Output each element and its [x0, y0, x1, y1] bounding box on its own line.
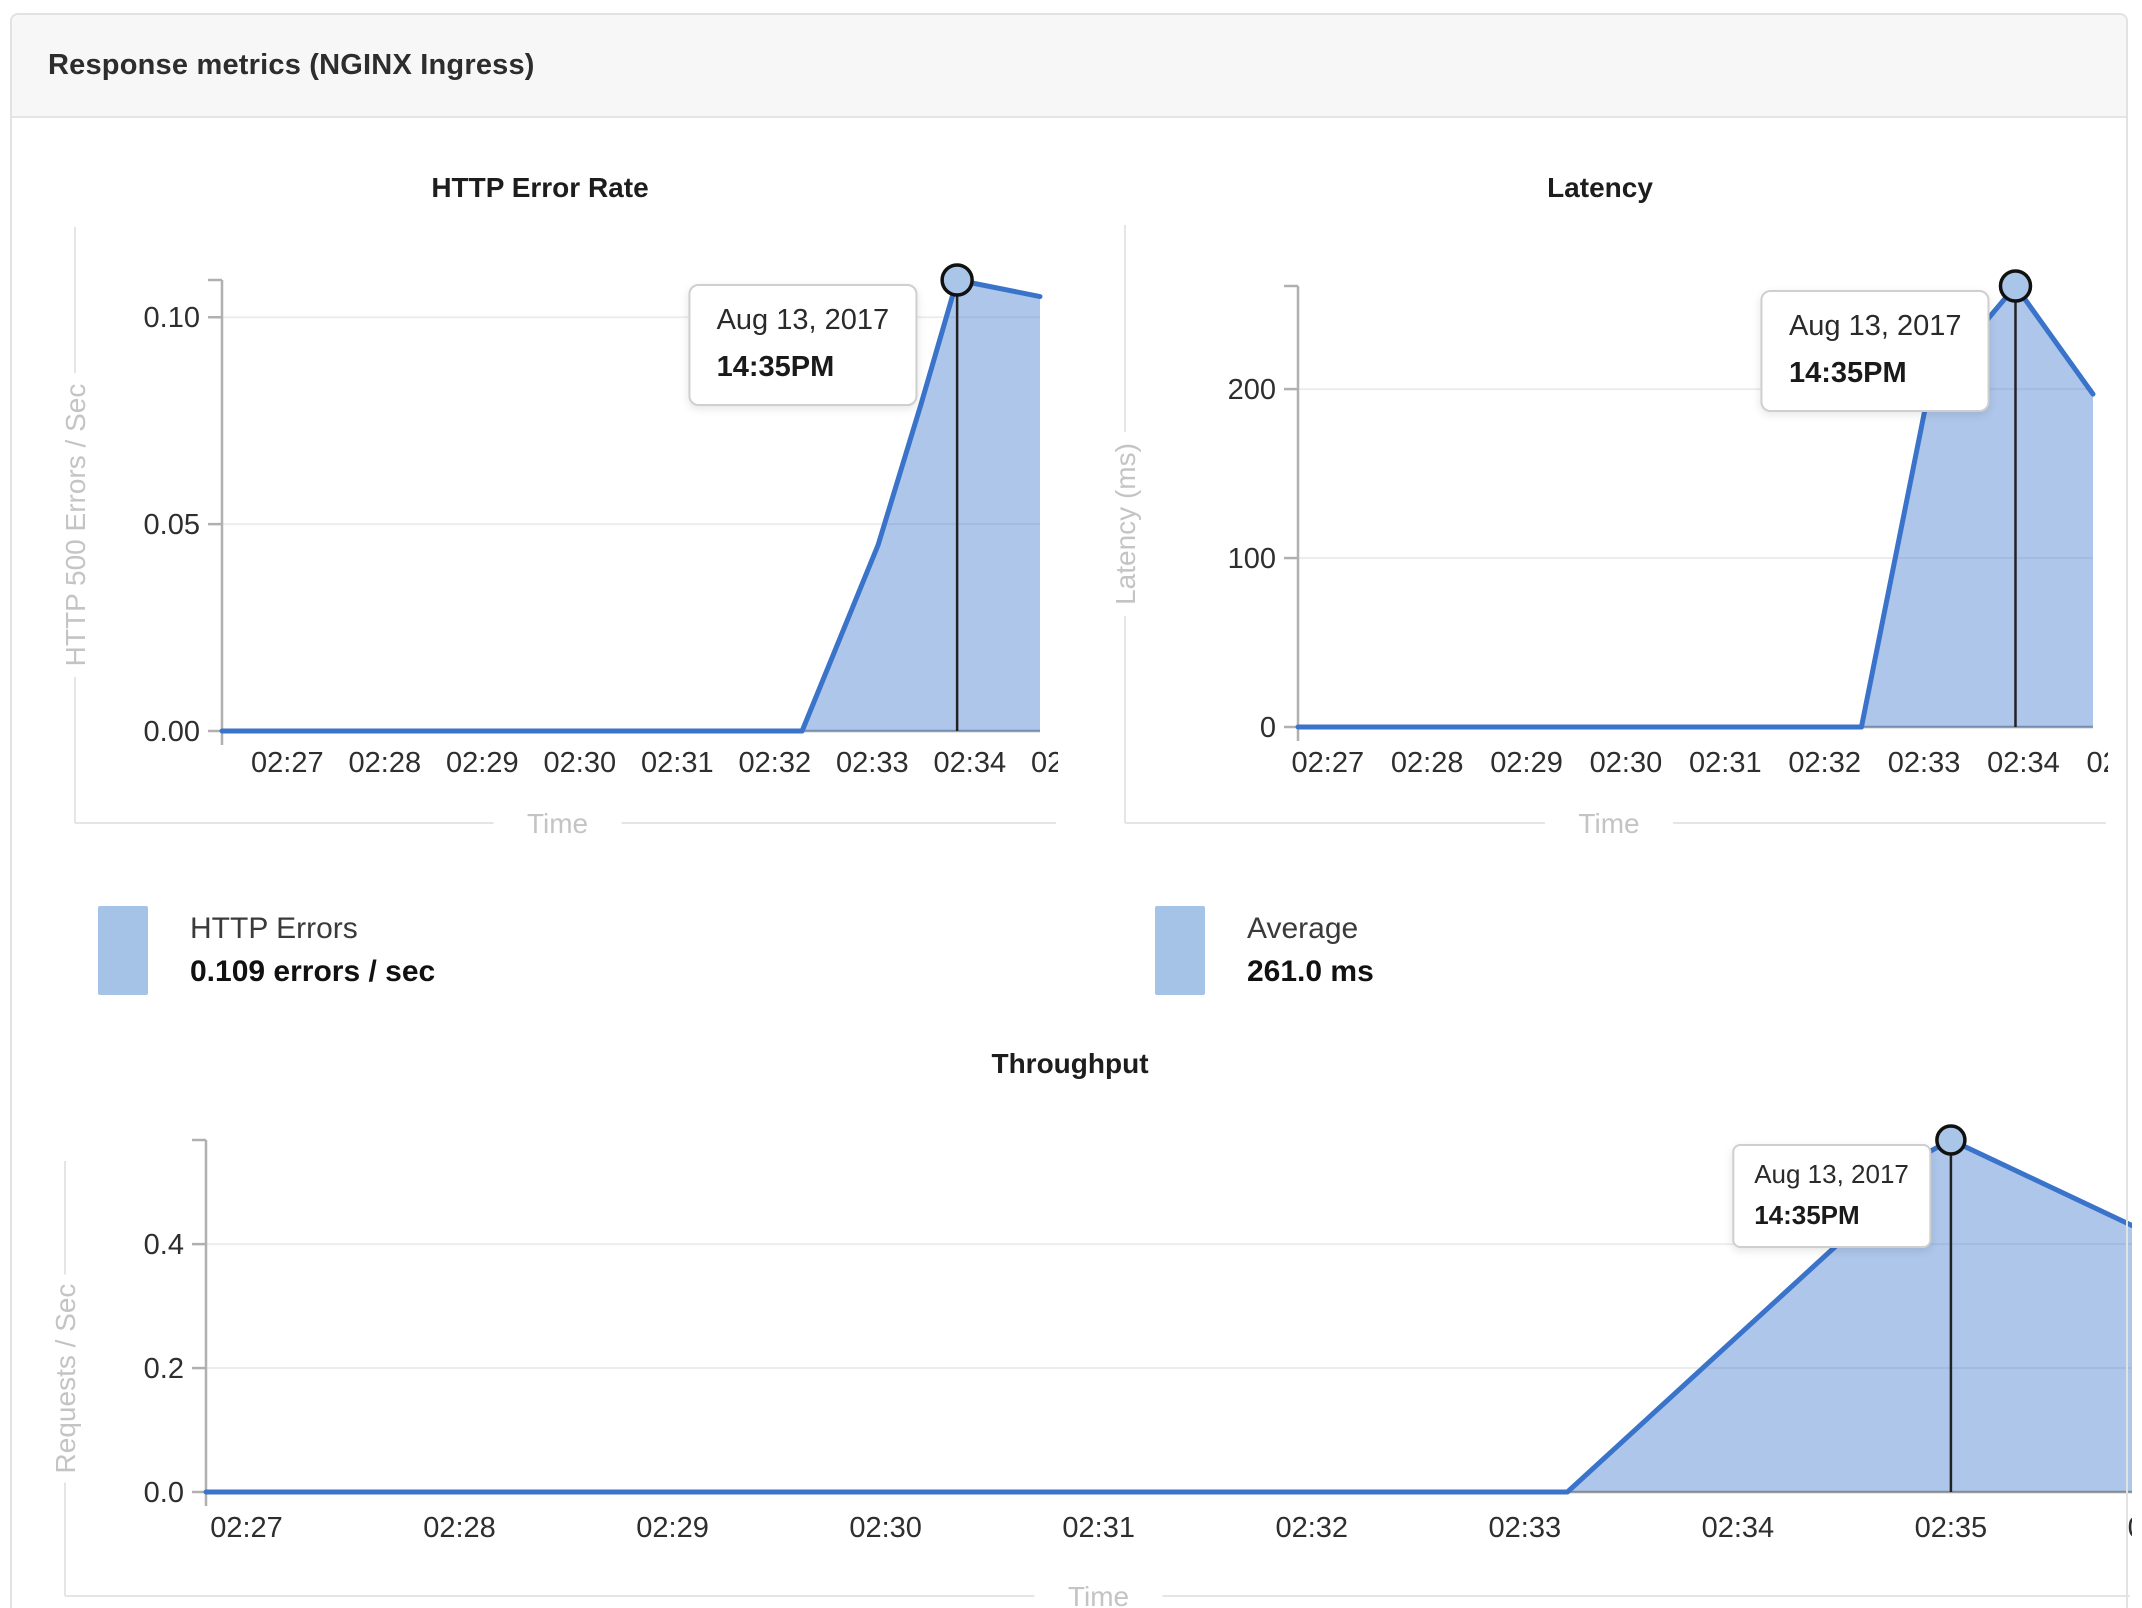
x-tick-label: 02:28	[349, 747, 422, 779]
latency-title: Latency	[1547, 172, 1653, 203]
x-tick-label: 02:27	[1292, 747, 1365, 779]
http-error-rate-title: HTTP Error Rate	[431, 172, 649, 203]
x-tick-label: 02:29	[1490, 747, 1563, 779]
x-tick-label: 02:28	[1391, 747, 1464, 779]
hover-marker	[1998, 269, 2033, 303]
y-tick-label: 0	[1260, 712, 1276, 744]
series-area	[222, 280, 1040, 731]
x-tick-label: 02:28	[423, 1512, 496, 1544]
x-tick-label: 02:35	[1031, 747, 1058, 779]
tooltip-throughput: Aug 13, 2017 14:35PM	[1732, 1144, 1931, 1248]
x-tick-label: 02:30	[849, 1512, 922, 1544]
latency-chart[interactable]: Latency (ms) Time 0 100 200 02:27 02:28 02:29 02…	[1110, 150, 2108, 860]
legend-swatch	[98, 906, 148, 995]
y-tick-label: 100	[1228, 543, 1276, 575]
x-tick-label: 02:35	[1915, 1512, 1988, 1544]
x-tick-label: 02:34	[1702, 1512, 1775, 1544]
y-tick-label: 0.10	[144, 302, 200, 334]
x-tick-label: 02:29	[636, 1512, 709, 1544]
y-axis-label: HTTP 500 Errors / Sec	[60, 384, 91, 667]
x-tick-label: 02:35	[2087, 747, 2108, 779]
tooltip-date: Aug 13, 2017	[1754, 1159, 1909, 1189]
x-tick-label: 02:34	[1987, 747, 2060, 779]
y-tick-label: 200	[1228, 374, 1276, 406]
y-tick-label: 0.0	[144, 1477, 184, 1509]
legend-value: 0.109 errors / sec	[190, 955, 436, 988]
y-tick-label: 0.00	[144, 716, 200, 748]
x-tick-label: 02:27	[251, 747, 324, 779]
x-tick-label: 02:32	[1788, 747, 1861, 779]
throughput-title: Throughput	[991, 1048, 1149, 1079]
tooltip-time: 14:35PM	[1754, 1200, 1860, 1230]
x-tick-label: 02:27	[210, 1512, 283, 1544]
series-area	[1298, 286, 2093, 727]
x-tick-label: 02:33	[1489, 1512, 1562, 1544]
x-tick-label: 02:32	[1275, 1512, 1348, 1544]
x-tick-label: 02:30	[544, 747, 617, 779]
legend-label: Average	[1247, 912, 1359, 945]
y-tick-label: 0.4	[144, 1229, 184, 1261]
x-axis-label: Time	[1578, 808, 1639, 839]
legend-swatch	[1155, 906, 1205, 995]
y-axis-label: Requests / Sec	[50, 1284, 81, 1474]
x-tick-label: 02:34	[934, 747, 1007, 779]
y-axis-label: Latency (ms)	[1110, 443, 1141, 605]
x-tick-label: 02:36	[2128, 1512, 2132, 1544]
card-header: Response metrics (NGINX Ingress)	[12, 15, 2126, 118]
series-area	[206, 1140, 2132, 1492]
x-axis-label: Time	[527, 808, 588, 839]
x-tick-label: 02:33	[1888, 747, 1961, 779]
hover-marker	[940, 263, 974, 297]
x-tick-label: 02:31	[1689, 747, 1762, 779]
tooltip-time: 14:35PM	[1788, 357, 1907, 389]
legend-value: 261.0 ms	[1247, 955, 1374, 988]
hover-marker	[1935, 1124, 1967, 1156]
tooltip-time: 14:35PM	[716, 351, 835, 383]
http-error-rate-chart[interactable]: HTTP 500 Errors / Sec Time 0.00 0.05 0.10 02:…	[60, 150, 1058, 860]
x-tick-label: 02:32	[739, 747, 812, 779]
tooltip-date: Aug 13, 2017	[1788, 310, 1962, 342]
tooltip-latency: Aug 13, 2017 14:35PM	[1760, 290, 1990, 412]
page-title: Response metrics (NGINX Ingress)	[48, 49, 535, 81]
x-tick-label: 02:33	[836, 747, 909, 779]
throughput-chart[interactable]: Requests / Sec Time 0.0 0.2 0.4 02:27 02:28 02:…	[30, 1075, 2132, 1608]
tooltip-error-rate: Aug 13, 2017 14:35PM	[688, 284, 918, 406]
legend-label: HTTP Errors	[190, 912, 358, 945]
x-axis-label: Time	[1068, 1581, 1129, 1608]
x-tick-label: 02:31	[1062, 1512, 1135, 1544]
x-tick-label: 02:30	[1590, 747, 1663, 779]
legend-http-errors: HTTP Errors 0.109 errors / sec	[98, 906, 435, 995]
x-tick-label: 02:31	[641, 747, 714, 779]
x-tick-label: 02:29	[446, 747, 519, 779]
tooltip-date: Aug 13, 2017	[716, 304, 890, 336]
y-tick-label: 0.05	[144, 509, 200, 541]
y-tick-label: 0.2	[144, 1353, 184, 1385]
legend-average-latency: Average 261.0 ms	[1155, 906, 1374, 995]
